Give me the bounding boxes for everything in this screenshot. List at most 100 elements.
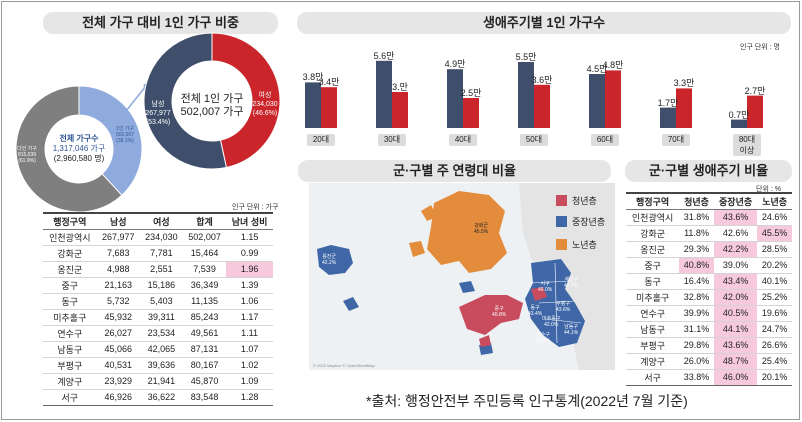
table-cell: 미추홀구 xyxy=(43,309,97,326)
category-label: 70대 xyxy=(662,134,690,146)
map-label-ganghwa: 강화군 45.5% xyxy=(474,223,489,235)
single-label: 1인 가구 xyxy=(116,126,134,132)
table-cell: 36,622 xyxy=(139,389,183,406)
table-cell: 15,186 xyxy=(139,277,183,294)
table-cell: 5,403 xyxy=(139,293,183,310)
table-cell: 서구 xyxy=(43,389,97,406)
bar-value-label: 0.7만 xyxy=(728,109,750,120)
table-cell: 남동구 xyxy=(626,321,680,338)
map-mainland-districts xyxy=(525,259,585,347)
bar xyxy=(376,60,392,128)
bar-value-label: 4.8만 xyxy=(602,60,624,71)
table-row: 계양구 23,929 21,941 45,870 1.09 xyxy=(43,373,273,390)
map-label-michuhol: 미추홀구 42.0% xyxy=(542,316,561,328)
bar-value-label: 3.8만 xyxy=(302,72,324,83)
table-row: 계양구 26.0% 48.7% 25.4% xyxy=(626,353,792,370)
table1-header-4: 남녀 성비 xyxy=(226,212,273,230)
male-pct: (53.4%) xyxy=(145,119,171,126)
table-row: 중구 40.8% 39.0% 20.2% xyxy=(626,257,792,274)
table-cell: 39.9% xyxy=(679,305,714,322)
single-household-slice xyxy=(78,85,143,196)
table-row: 옹진군 29.3% 42.2% 28.5% xyxy=(626,241,792,258)
bar xyxy=(392,92,408,128)
table-cell: 43.6% xyxy=(713,209,758,226)
map-label-yeonsu: 연수구 40.5% xyxy=(536,332,551,344)
table-cell: 1.06 xyxy=(226,293,273,310)
table-cell: 29.3% xyxy=(679,241,714,258)
map-ongjin-islet xyxy=(343,297,359,311)
legend-youth-swatch xyxy=(556,195,567,206)
table-cell: 동구 xyxy=(43,293,97,310)
table-cell: 계양구 xyxy=(43,373,97,390)
male-slice xyxy=(143,32,228,170)
table-row: 동구 16.4% 43.4% 40.1% xyxy=(626,273,792,290)
title-household-share: 전체 가구 대비 1인 가구 비중 xyxy=(43,12,278,34)
table2-header-3: 노년층 xyxy=(757,192,792,210)
legend-youth: 청년층 xyxy=(556,194,597,207)
table-cell: 7,781 xyxy=(139,245,183,262)
legend-middle: 중장년층 xyxy=(556,215,605,228)
single-pct: (38.1%) xyxy=(116,138,134,144)
table-cell: 40.1% xyxy=(757,273,792,290)
table-cell: 39,636 xyxy=(139,357,183,374)
map-label-bupyeong: 부평구 43.6% xyxy=(556,301,571,313)
table-cell: 45.5% xyxy=(757,225,792,242)
table-cell: 16.4% xyxy=(679,273,714,290)
table-cell: 46,926 xyxy=(96,389,140,406)
map-ganghwa-islet xyxy=(421,205,437,221)
table-cell: 1.17 xyxy=(226,309,273,326)
bar xyxy=(518,62,534,128)
table-row: 동구 5,732 5,403 11,135 1.06 xyxy=(43,293,273,310)
table-cell: 28.5% xyxy=(757,241,792,258)
table-cell: 연수구 xyxy=(43,325,97,342)
big-donut-center: 전체 1인 가구 502,007 가구 xyxy=(174,93,250,119)
bar xyxy=(305,82,321,128)
table-cell: 45,870 xyxy=(182,373,227,390)
map-label-seogu: 서구 46.0% xyxy=(538,281,553,293)
table-cell: 연수구 xyxy=(626,305,680,322)
table-cell: 부평구 xyxy=(626,337,680,354)
table-cell: 42,065 xyxy=(139,341,183,358)
table-cell: 남동구 xyxy=(43,341,97,358)
table-cell: 502,007 xyxy=(182,229,227,246)
table-cell: 부평구 xyxy=(43,357,97,374)
table-row: 강화군 11.8% 42.6% 45.5% xyxy=(626,225,792,242)
category-label: 40대 xyxy=(449,134,477,146)
table-cell: 강화군 xyxy=(626,225,680,242)
bar-value-label: 4.9만 xyxy=(444,59,466,70)
legend-middle-label: 중장년층 xyxy=(572,217,606,227)
table-cell: 중구 xyxy=(43,277,97,294)
table-cell: 39,311 xyxy=(139,309,183,326)
table-row: 부평구 29.8% 43.6% 26.6% xyxy=(626,337,792,354)
table-cell: 15,464 xyxy=(182,245,227,262)
lifecycle-bar-chart xyxy=(305,60,763,128)
table-cell: 33.8% xyxy=(679,369,714,386)
table-cell: 2,551 xyxy=(139,261,183,278)
table-cell: 48.7% xyxy=(713,353,758,370)
big-donut-center-title: 전체 1인 가구 xyxy=(180,93,244,105)
table-row: 인천광역시 31.8% 43.6% 24.6% xyxy=(626,209,792,226)
small-donut-center-value: 1,317,046 가구 xyxy=(52,144,106,153)
category-label: 50대 xyxy=(520,134,548,146)
table2-header-2: 중장년층 xyxy=(713,192,758,210)
small-donut-center-people: (2,960,580 명) xyxy=(53,154,105,163)
table-cell: 40.5% xyxy=(713,305,758,322)
table-cell: 267,977 xyxy=(96,229,140,246)
table-cell: 44.1% xyxy=(713,321,758,338)
table-row: 남동구 45,066 42,065 87,131 1.07 xyxy=(43,341,273,358)
table-cell: 234,030 xyxy=(139,229,183,246)
table-cell: 45,066 xyxy=(96,341,140,358)
bar-value-label: 2.7만 xyxy=(744,85,766,96)
table1-unit: 인구 단위 : 가구 xyxy=(232,204,279,211)
table-cell: 1.11 xyxy=(226,325,273,342)
table-cell: 40.8% xyxy=(679,257,714,274)
map-ongjin-islet2 xyxy=(459,281,475,293)
bar xyxy=(589,74,605,128)
table1-header-0: 행정구역 xyxy=(43,212,97,230)
table-cell: 인천광역시 xyxy=(626,209,680,226)
table-cell: 11.8% xyxy=(679,225,714,242)
table-cell: 23,929 xyxy=(96,373,140,390)
table-cell: 87,131 xyxy=(182,341,227,358)
multi-household-slice xyxy=(15,85,123,213)
table-cell: 42.0% xyxy=(713,289,758,306)
